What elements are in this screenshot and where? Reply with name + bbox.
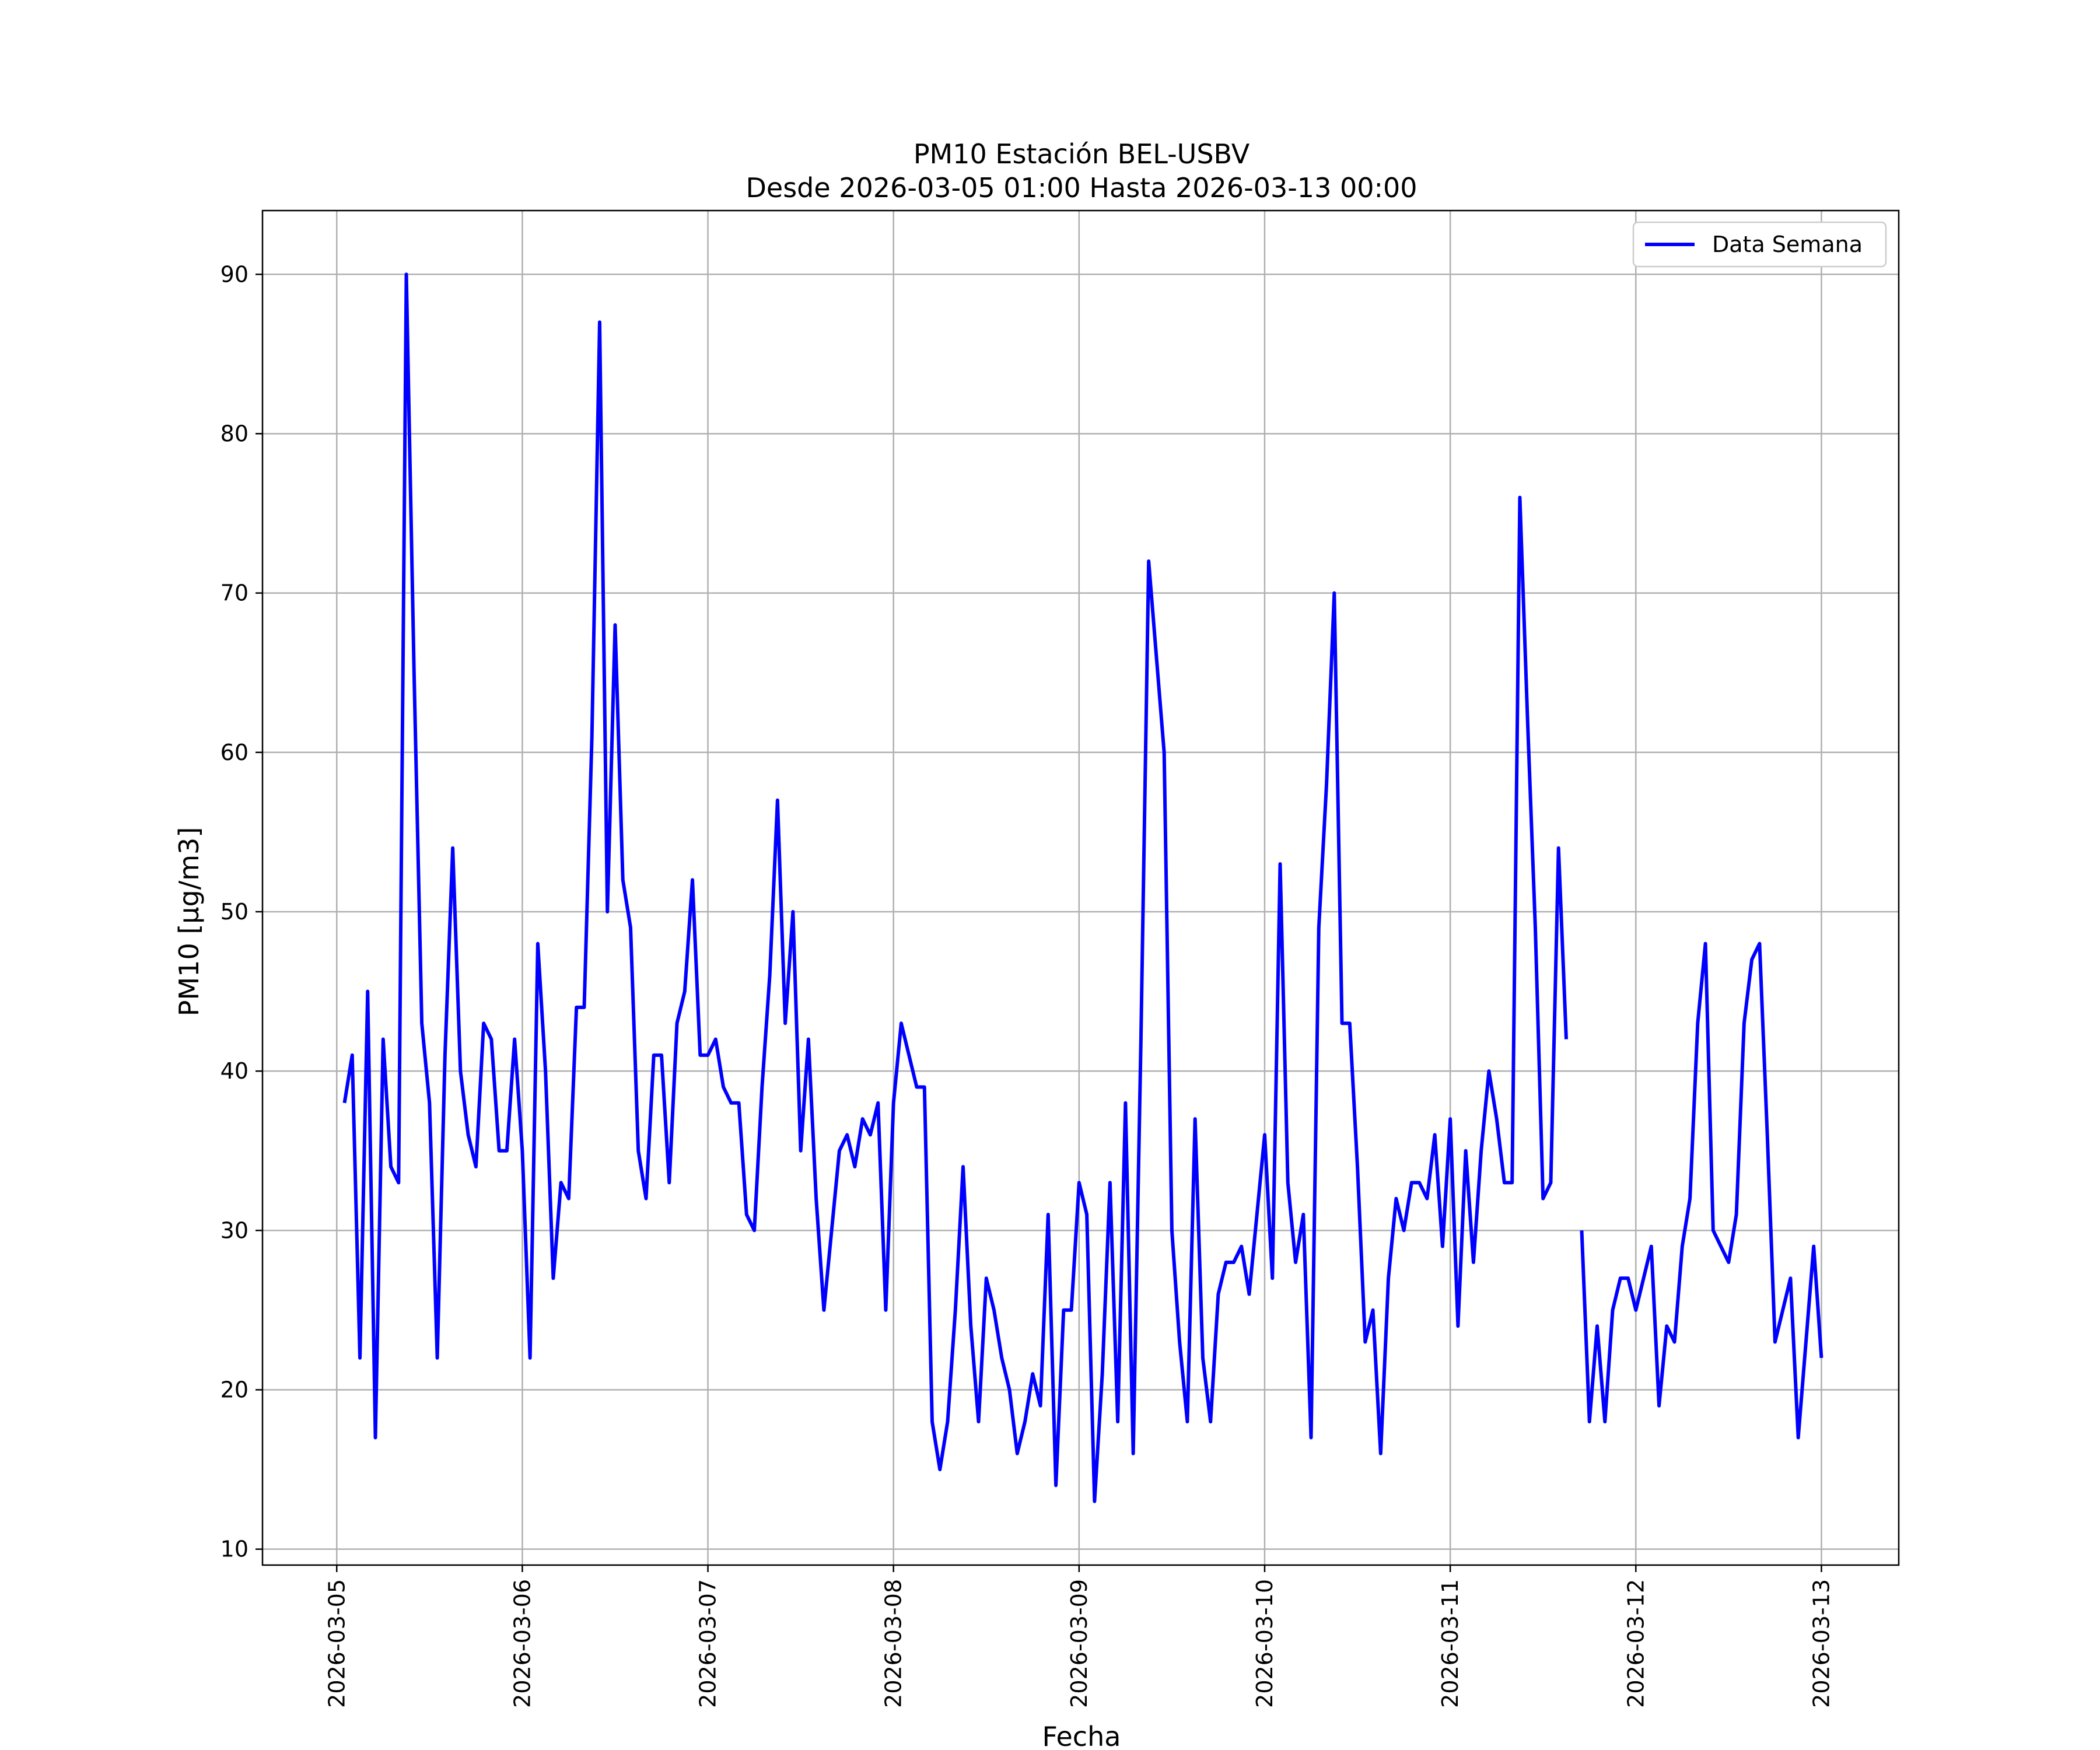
legend-label: Data Semana — [1712, 232, 1863, 257]
series-layer — [342, 272, 1824, 1503]
x-axis-label: Fecha — [1042, 1721, 1121, 1750]
y-tick-label: 60 — [220, 740, 249, 765]
y-tick-label: 10 — [220, 1536, 249, 1562]
grid-layer — [262, 211, 1899, 1565]
x-tick-label: 2026-03-08 — [881, 1579, 907, 1708]
series-line — [342, 272, 1824, 1503]
y-axis-label: PM10 [μg/m3] — [173, 827, 205, 1017]
x-tick-label: 2026-03-09 — [1066, 1579, 1092, 1708]
y-tick-label: 50 — [220, 899, 249, 925]
y-tick-label: 70 — [220, 580, 249, 606]
y-tick-label: 40 — [220, 1058, 249, 1084]
x-tick-label: 2026-03-07 — [695, 1579, 721, 1708]
ticks-layer: 10 20 30 40 50 60 70 80 90 2026-03-05 2026-03-06 20… — [220, 261, 1835, 1708]
y-tick-label: 30 — [220, 1217, 249, 1243]
legend-box — [1632, 221, 1887, 268]
plot-frame — [261, 209, 1900, 1566]
y-tick-label: 80 — [220, 421, 249, 446]
x-tick-label: 2026-03-12 — [1623, 1579, 1648, 1708]
chart-title-line1: PM10 Estación BEL-USBV — [914, 138, 1250, 170]
x-tick-label: 2026-03-11 — [1437, 1579, 1463, 1708]
chart-title-line2: Desde 2026-03-05 01:00 Hasta 2026-03-13 … — [746, 172, 1417, 204]
x-tick-label: 2026-03-06 — [509, 1579, 535, 1708]
legend: Data Semana — [1632, 221, 1887, 268]
x-tick-label: 2026-03-10 — [1252, 1579, 1278, 1708]
x-tick-label: 2026-03-05 — [324, 1579, 349, 1708]
y-tick-label: 20 — [220, 1377, 249, 1403]
y-tick-label: 90 — [220, 261, 249, 287]
x-tick-label: 2026-03-13 — [1808, 1579, 1834, 1708]
